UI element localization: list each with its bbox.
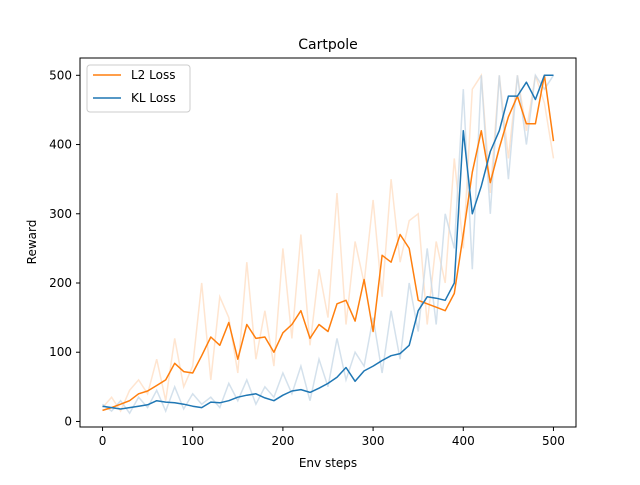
x-tick-label: 100 [181,434,204,448]
raw-series-layer [101,73,555,415]
y-tick-label: 500 [49,68,72,82]
y-tick-label: 400 [49,138,72,152]
x-tick-label: 400 [452,434,475,448]
y-tick-label: 0 [64,414,72,428]
legend-label-l2-loss: L2 Loss [131,68,175,82]
y-axis: 0 100 200 300 400 500 [49,68,80,428]
x-tick-label: 500 [542,434,565,448]
series-line-kl-loss [102,74,554,410]
series-raw-l2-loss [101,73,555,413]
series-raw-kl-loss [102,73,555,415]
legend-label-kl-loss: KL Loss [131,91,176,105]
plot-frame [79,57,577,428]
x-tick-label: 0 [99,434,107,448]
series-line-l2-loss [102,74,555,412]
legend: L2 Loss KL Loss [86,64,191,113]
y-axis-label: Reward [25,220,39,265]
y-tick-label: 300 [49,207,72,221]
y-tick-label: 100 [49,345,72,359]
x-axis: 0 100 200 300 400 500 [99,427,565,448]
chart-title: Cartpole [298,37,358,53]
x-tick-label: 200 [271,434,294,448]
x-axis-label: Env steps [299,456,357,470]
smoothed-series-layer [102,74,555,412]
y-tick-label: 200 [49,276,72,290]
x-tick-label: 300 [362,434,385,448]
legend-box [86,64,191,113]
